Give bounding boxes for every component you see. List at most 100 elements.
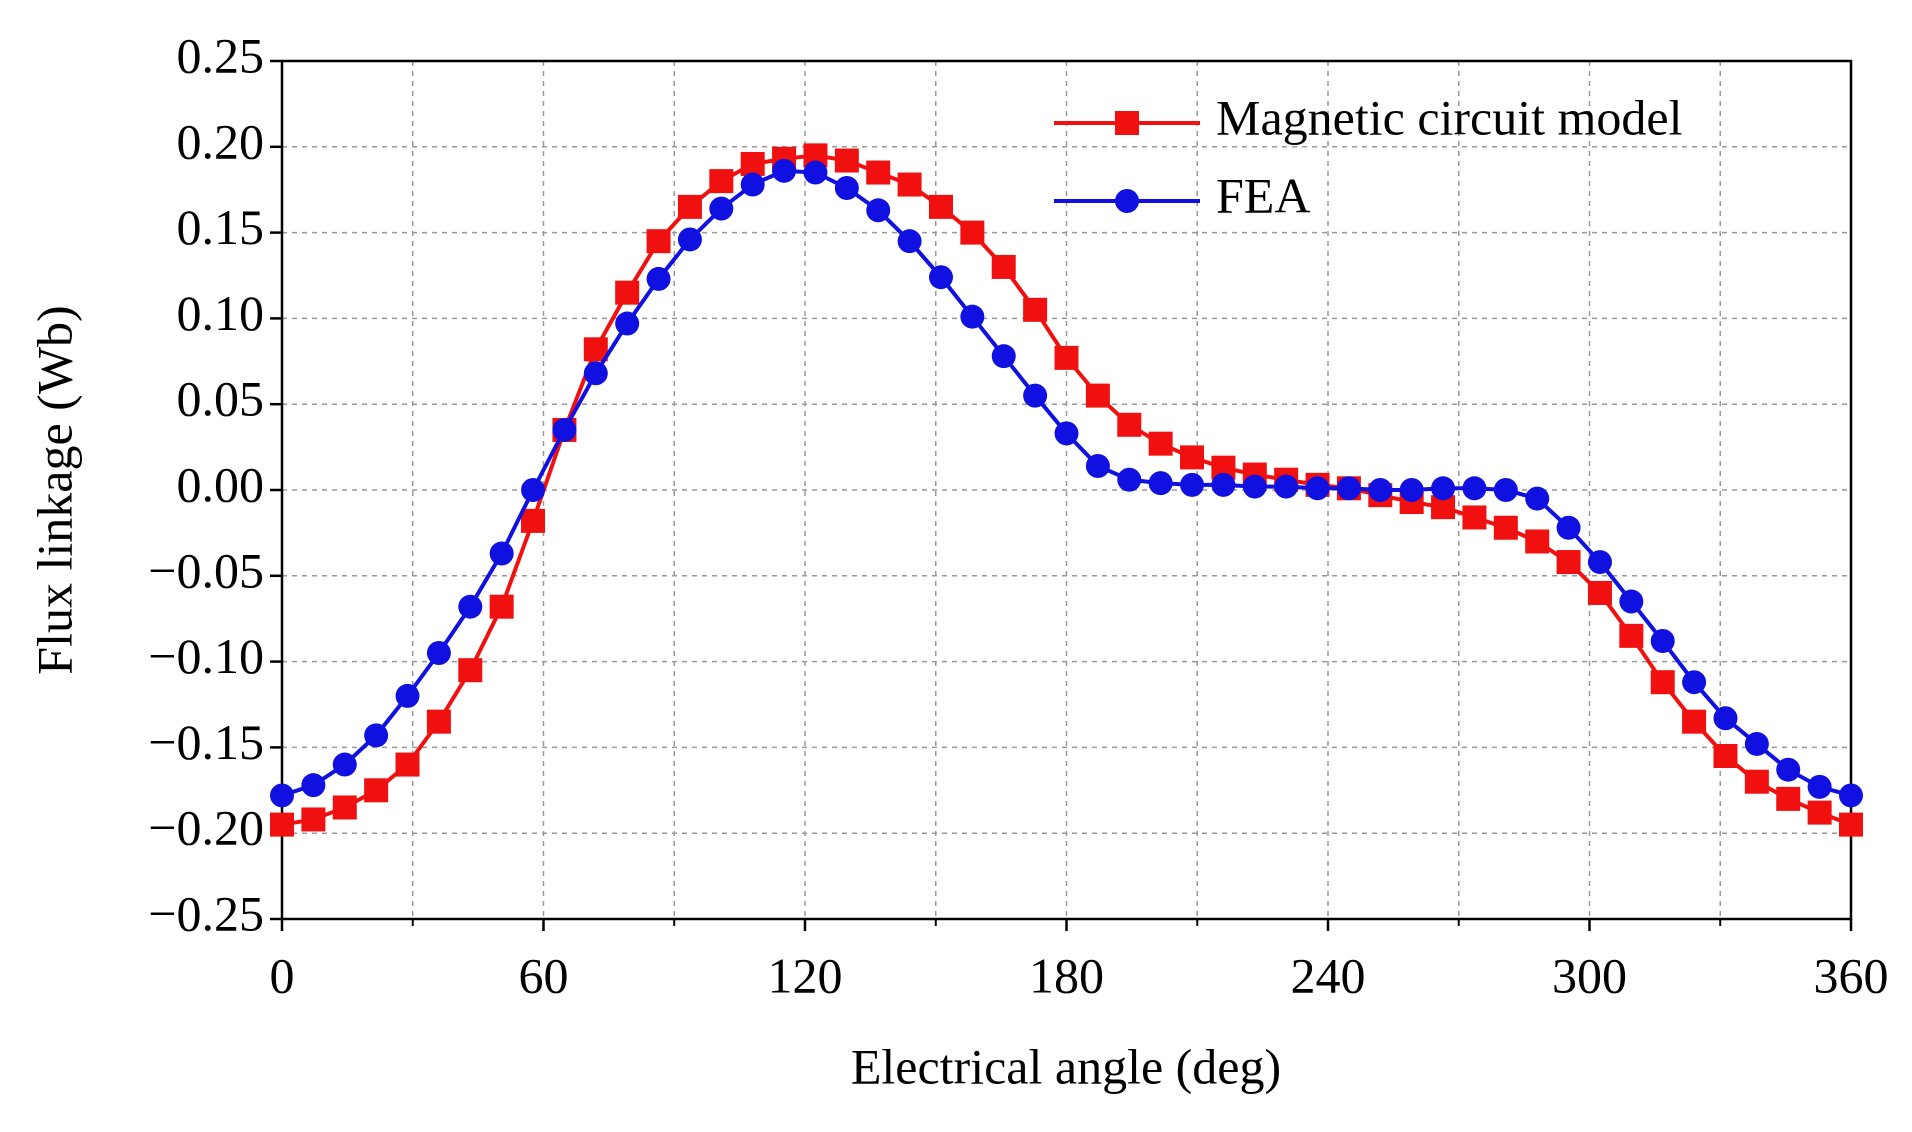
marker <box>834 175 859 200</box>
y-tick-label: 0.00 <box>177 456 265 512</box>
marker <box>1023 297 1048 322</box>
marker <box>1839 812 1863 837</box>
marker <box>1211 472 1236 497</box>
marker <box>615 280 640 305</box>
marker <box>1431 476 1456 501</box>
marker <box>677 227 702 252</box>
y-tick-label: −0.05 <box>148 542 264 598</box>
marker <box>1180 445 1205 470</box>
marker <box>1148 471 1173 496</box>
marker <box>928 194 953 219</box>
marker <box>1368 478 1393 502</box>
marker <box>1713 706 1738 731</box>
marker <box>301 807 326 832</box>
y-tick-label: −0.25 <box>148 885 264 941</box>
marker <box>521 478 546 502</box>
marker <box>897 172 922 197</box>
marker <box>1713 743 1738 768</box>
marker <box>960 304 985 329</box>
marker <box>1242 474 1267 499</box>
marker <box>1682 670 1707 695</box>
marker <box>1023 383 1048 408</box>
marker <box>583 361 608 386</box>
y-axis-title: Flux linkage (Wb) <box>26 305 82 674</box>
marker <box>1148 431 1173 456</box>
marker <box>1054 421 1079 446</box>
marker <box>1744 731 1769 756</box>
marker <box>332 752 357 777</box>
marker <box>772 158 797 183</box>
y-tick-label: −0.10 <box>148 628 264 684</box>
y-tick-label: 0.10 <box>177 285 265 341</box>
marker <box>803 160 828 185</box>
marker <box>1180 472 1205 497</box>
marker <box>1682 709 1707 734</box>
marker <box>332 795 357 820</box>
y-tick-label: −0.15 <box>148 714 264 770</box>
y-tick-label: 0.05 <box>177 371 265 427</box>
marker <box>1776 757 1801 782</box>
marker <box>646 229 671 254</box>
marker <box>1336 476 1361 501</box>
marker <box>1399 478 1424 502</box>
marker <box>1807 800 1832 825</box>
x-tick-label: 120 <box>768 947 843 1003</box>
marker <box>991 344 1016 369</box>
marker <box>1619 589 1644 614</box>
x-tick-label: 360 <box>1814 947 1889 1003</box>
marker <box>1807 774 1832 799</box>
marker <box>270 783 294 808</box>
x-tick-label: 60 <box>519 947 569 1003</box>
marker <box>458 594 483 619</box>
marker <box>709 169 734 194</box>
legend-label: Magnetic circuit model <box>1216 89 1683 145</box>
marker <box>928 265 953 290</box>
marker <box>866 198 891 223</box>
marker <box>866 160 891 185</box>
marker <box>458 658 483 683</box>
marker <box>740 151 765 176</box>
x-tick-label: 300 <box>1552 947 1627 1003</box>
marker <box>1462 476 1487 501</box>
marker <box>1085 453 1110 478</box>
marker <box>1117 412 1142 437</box>
marker <box>426 641 451 666</box>
marker <box>1619 623 1644 648</box>
x-tick-label: 240 <box>1291 947 1366 1003</box>
marker <box>1274 474 1299 499</box>
marker <box>1556 550 1581 575</box>
marker <box>552 417 577 442</box>
marker <box>1115 111 1139 135</box>
marker <box>740 172 765 197</box>
y-tick-label: 0.25 <box>177 27 265 83</box>
marker <box>1085 383 1110 408</box>
marker <box>364 723 389 748</box>
marker <box>1054 345 1079 370</box>
marker <box>426 709 451 734</box>
marker <box>489 594 514 619</box>
marker <box>364 778 389 803</box>
y-tick-label: −0.20 <box>148 800 264 856</box>
marker <box>1117 467 1142 492</box>
marker <box>489 541 514 566</box>
marker <box>897 229 922 254</box>
legend-label: FEA <box>1216 167 1310 223</box>
x-axis-title: Electrical angle (deg) <box>851 1038 1281 1094</box>
marker <box>1744 769 1769 794</box>
marker <box>301 773 326 798</box>
x-tick-label: 0 <box>270 947 295 1003</box>
marker <box>960 220 985 245</box>
marker <box>615 311 640 336</box>
marker <box>677 194 702 219</box>
marker <box>1462 505 1487 530</box>
y-tick-label: 0.20 <box>177 113 265 169</box>
marker <box>1525 486 1550 511</box>
marker <box>709 196 734 221</box>
marker <box>646 266 671 291</box>
marker <box>1115 189 1139 213</box>
marker <box>521 508 546 533</box>
marker <box>1493 478 1518 502</box>
marker <box>270 812 294 837</box>
